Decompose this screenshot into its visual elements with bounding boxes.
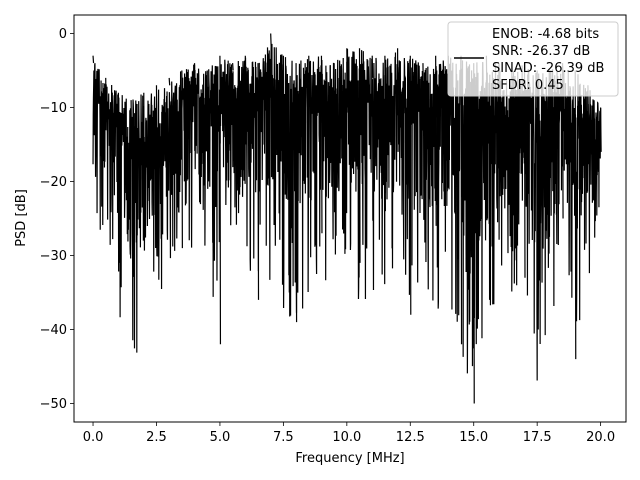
x-tick-label: 7.5 <box>273 430 294 445</box>
y-tick-label: −30 <box>40 249 67 264</box>
legend: ENOB: -4.68 bits SNR: -26.37 dB SINAD: -… <box>447 21 619 97</box>
x-tick-label: 20.0 <box>586 430 615 445</box>
x-tick-label: 2.5 <box>146 430 167 445</box>
y-tick-label: −10 <box>40 101 67 116</box>
y-tick-label: −40 <box>40 323 67 338</box>
x-tick-label: 5.0 <box>210 430 231 445</box>
axes-frame <box>73 14 627 423</box>
y-tick-label: 0 <box>59 27 67 42</box>
ticks: 0.0 2.5 5.0 7.5 10.0 12.5 15.0 17.5 20.0 0 −10 −20 −… <box>40 27 616 445</box>
x-tick-label: 17.5 <box>523 430 552 445</box>
legend-entry-sinad: SINAD: -26.39 dB <box>492 61 604 76</box>
x-tick-label: 15.0 <box>459 430 488 445</box>
x-tick-label: 10.0 <box>332 430 361 445</box>
legend-entry-snr: SNR: -26.37 dB <box>492 44 590 59</box>
legend-entry-sfdr: SFDR: 0.45 <box>492 78 564 93</box>
y-tick-label: −50 <box>40 397 67 412</box>
y-axis-label: PSD [dB] <box>14 189 29 247</box>
y-tick-label: −20 <box>40 175 67 190</box>
x-axis-label: Frequency [MHz] <box>295 451 404 466</box>
axes <box>73 14 627 423</box>
legend-entry-enob: ENOB: -4.68 bits <box>492 27 599 42</box>
legend-box <box>447 21 619 97</box>
x-tick-label: 0.0 <box>83 430 104 445</box>
x-tick-label: 12.5 <box>396 430 425 445</box>
